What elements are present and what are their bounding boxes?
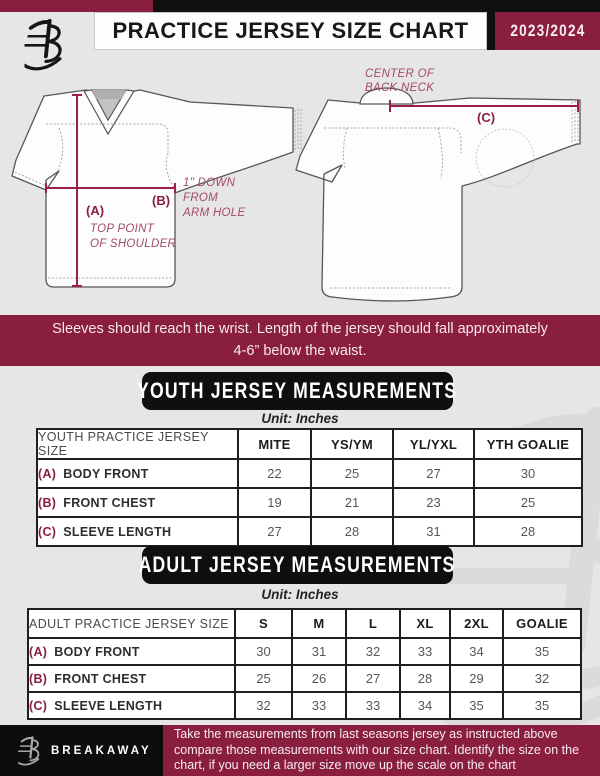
adult-size-table: ADULT PRACTICE JERSEY SIZE S M L XL 2XL …: [27, 608, 582, 720]
measure-label: BODY FRONT: [63, 466, 149, 481]
measure-label: BODY FRONT: [54, 644, 140, 659]
measure-value: 25: [473, 487, 583, 518]
measure-value: 31: [392, 516, 475, 547]
measure-value: 29: [449, 664, 504, 693]
table-row: (B) FRONT CHEST 19 21 23 25: [36, 487, 583, 518]
measure-key: (A): [29, 644, 48, 659]
measure-value: 27: [237, 516, 312, 547]
season-badge: 2023/2024: [495, 12, 600, 50]
svg-text:OF SHOULDER: OF SHOULDER: [90, 238, 176, 250]
footer-brand-block: BREAKAWAY: [0, 725, 163, 776]
page-title-box: PRACTICE JERSEY SIZE CHART: [94, 12, 487, 50]
measure-value: 30: [234, 637, 293, 666]
adult-section-title: ADULT JERSEY MEASUREMENTS: [139, 552, 456, 577]
measure-value: 22: [237, 458, 312, 489]
youth-table-header-row: YOUTH PRACTICE JERSEY SIZE MITE YS/YM YL…: [36, 428, 583, 460]
youth-size-table: YOUTH PRACTICE JERSEY SIZE MITE YS/YM YL…: [36, 428, 583, 547]
measure-label: SLEEVE LENGTH: [54, 698, 163, 713]
measure-key: (A): [38, 466, 57, 481]
measure-value: 27: [345, 664, 401, 693]
measure-key: (C): [38, 524, 57, 539]
measure-value: 28: [473, 516, 583, 547]
adult-section-banner: ADULT JERSEY MEASUREMENTS: [139, 546, 456, 584]
measure-label: FRONT CHEST: [54, 671, 147, 686]
measure-value: 35: [502, 691, 582, 720]
front-b-desc: 1" DOWN: [183, 177, 236, 189]
breakaway-b-monogram-icon: [18, 734, 44, 767]
measure-value: 34: [399, 691, 451, 720]
measure-value: 33: [291, 691, 347, 720]
table-row: (A) BODY FRONT 22 25 27 30: [36, 458, 583, 489]
fit-notice-banner: Sleeves should reach the wrist. Length o…: [0, 315, 600, 366]
footer-instructions-text: Take the measurements from last seasons …: [174, 726, 580, 773]
fit-notice-text: Sleeves should reach the wrist. Length o…: [52, 321, 548, 359]
back-c-desc: CENTER OF: [365, 68, 435, 80]
measure-value: 31: [291, 637, 347, 666]
back-c-tag: (C): [477, 110, 495, 125]
season-label: 2023/2024: [509, 21, 586, 40]
table-row: (A) BODY FRONT 30 31 32 33 34 35: [27, 637, 582, 666]
measure-value: 32: [234, 691, 293, 720]
adult-size-col: XL: [399, 608, 451, 639]
measure-value: 25: [310, 458, 394, 489]
front-jersey-drawing: (B) (A) TOP POINT OF SHOULDER 1" DOWN FR…: [11, 89, 302, 288]
front-b-tag: (B): [152, 193, 170, 208]
measure-key: (B): [38, 495, 57, 510]
front-a-desc: TOP POINT: [90, 223, 155, 235]
svg-text:FROM: FROM: [183, 192, 218, 204]
adult-size-col: S: [234, 608, 293, 639]
measure-key: (C): [29, 698, 48, 713]
measure-value: 25: [234, 664, 293, 693]
measure-value: 35: [449, 691, 504, 720]
youth-section-banner: YOUTH JERSEY MEASUREMENTS: [137, 372, 456, 410]
front-a-tag: (A): [86, 203, 104, 218]
adult-size-col: GOALIE: [502, 608, 582, 639]
measure-value: 35: [502, 637, 582, 666]
measure-label: FRONT CHEST: [63, 495, 156, 510]
measure-value: 23: [392, 487, 475, 518]
measure-value: 32: [345, 637, 401, 666]
adult-size-col: M: [291, 608, 347, 639]
measure-value: 34: [449, 637, 504, 666]
measure-value: 19: [237, 487, 312, 518]
measure-label: SLEEVE LENGTH: [63, 524, 172, 539]
measure-value: 21: [310, 487, 394, 518]
brand-name: BREAKAWAY: [51, 744, 152, 757]
measure-value: 33: [345, 691, 401, 720]
back-jersey-drawing: (C) CENTER OF BACK NECK: [295, 68, 581, 302]
youth-table-title-cell: YOUTH PRACTICE JERSEY SIZE: [36, 428, 239, 460]
measure-value: 32: [502, 664, 582, 693]
breakaway-b-monogram-icon: [24, 15, 70, 73]
svg-text:ARM HOLE: ARM HOLE: [182, 207, 245, 219]
adult-table-title-cell: ADULT PRACTICE JERSEY SIZE: [27, 608, 236, 639]
footer-instructions-block: Take the measurements from last seasons …: [163, 725, 600, 776]
youth-unit-label: Unit: Inches: [261, 411, 339, 426]
table-row: (C) SLEEVE LENGTH 32 33 33 34 35 35: [27, 691, 582, 720]
table-row: (C) SLEEVE LENGTH 27 28 31 28: [36, 516, 583, 547]
adult-size-col: 2XL: [449, 608, 504, 639]
svg-text:BACK NECK: BACK NECK: [365, 82, 435, 94]
youth-size-col: MITE: [237, 428, 312, 460]
measure-value: 33: [399, 637, 451, 666]
measure-value: 27: [392, 458, 475, 489]
adult-size-col: L: [345, 608, 401, 639]
measure-value: 28: [310, 516, 394, 547]
measure-value: 26: [291, 664, 347, 693]
measure-key: (B): [29, 671, 48, 686]
jersey-measurement-diagram: (B) (A) TOP POINT OF SHOULDER 1" DOWN FR…: [11, 68, 581, 302]
measure-value: 28: [399, 664, 451, 693]
table-row: (B) FRONT CHEST 25 26 27 28 29 32: [27, 664, 582, 693]
page-title: PRACTICE JERSEY SIZE CHART: [112, 18, 469, 43]
youth-size-col: YL/YXL: [392, 428, 475, 460]
measure-value: 30: [473, 458, 583, 489]
adult-table-header-row: ADULT PRACTICE JERSEY SIZE S M L XL 2XL …: [27, 608, 582, 639]
adult-unit-label: Unit: Inches: [261, 587, 339, 602]
youth-size-col: YS/YM: [310, 428, 394, 460]
youth-section-title: YOUTH JERSEY MEASUREMENTS: [137, 378, 458, 403]
header-maroon-strip: [0, 0, 153, 12]
youth-size-col: YTH GOALIE: [473, 428, 583, 460]
